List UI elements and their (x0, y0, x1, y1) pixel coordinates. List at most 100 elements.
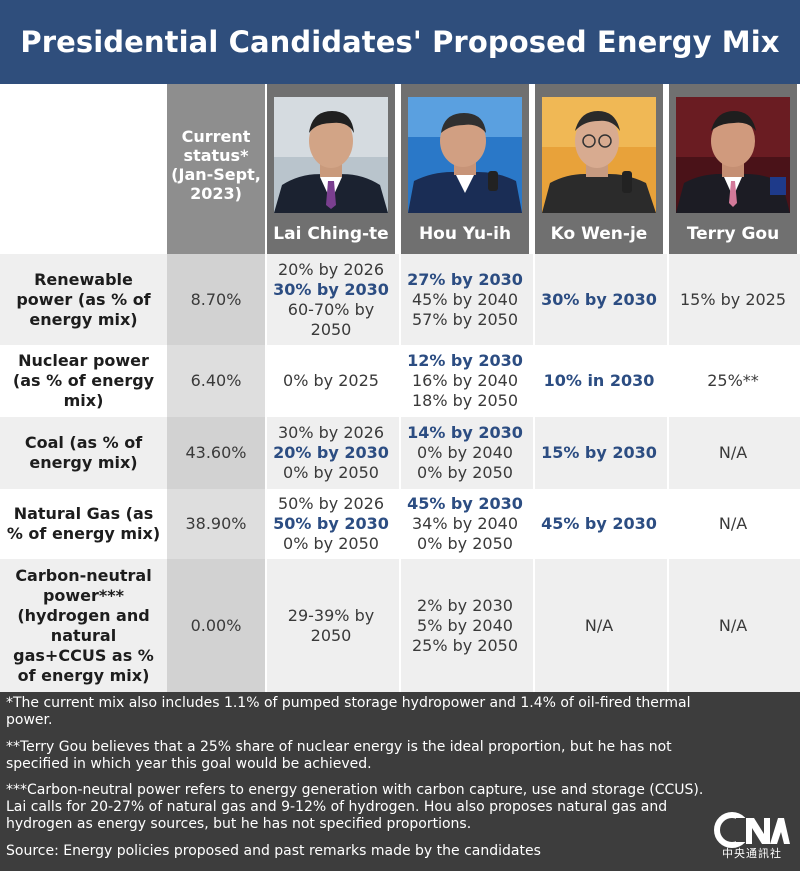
cell-lai: 0% by 2025 (267, 345, 395, 417)
candidate-name-hou: Hou Yu-ih (418, 224, 512, 244)
current-value: 8.70% (190, 289, 242, 309)
row-label-carbon-neutral: Carbon-neutral power*** (hydrogen and na… (13, 565, 154, 685)
cell-line: 18% by 2050 (411, 391, 519, 410)
cell-line: 34% by 2040 (411, 514, 519, 533)
cell-hou: 2% by 2030 5% by 2040 25% by 2050 (401, 559, 529, 692)
cell-line: 45% by 2030 (407, 494, 523, 513)
current-cell-bg (167, 345, 265, 417)
current-status-header: Current status* (Jan-Sept, 2023) (167, 84, 265, 254)
source-note: Source: Energy policies proposed and pas… (6, 843, 541, 859)
cell-line: N/A (584, 615, 614, 635)
cell-line: 10% in 2030 (543, 371, 655, 390)
cell-line: 30% by 2026 (277, 423, 385, 442)
cell-line: 25% by 2050 (411, 635, 519, 655)
candidate-name-ko: Ko Wen-je (550, 224, 648, 244)
cell-gou: N/A (669, 489, 797, 559)
candidate-photo-lai (274, 97, 388, 213)
cell-line: 29-39% by (287, 605, 375, 625)
cell-line: 0% by 2025 (283, 371, 379, 390)
current-cell-bg (167, 489, 265, 559)
current-value: 38.90% (185, 514, 247, 533)
candidate-header-lai: Lai Ching-te (267, 84, 395, 254)
cell-hou: 27% by 2030 45% by 2040 57% by 2050 (401, 254, 529, 345)
page-title: Presidential Candidates' Proposed Energy… (20, 25, 780, 59)
cell-ko: N/A (535, 559, 663, 692)
cell-ko: 30% by 2030 (535, 254, 663, 345)
cell-line: 45% by 2040 (411, 289, 519, 309)
title-bar: Presidential Candidates' Proposed Energy… (0, 0, 800, 84)
cell-line: 20% by 2030 (273, 443, 389, 462)
cell-line: 14% by 2030 (407, 423, 523, 442)
cell-line: 2% by 2030 (417, 595, 513, 615)
cell-lai: 50% by 2026 50% by 2030 0% by 2050 (267, 489, 395, 559)
cell-lai: 29-39% by 2050 (267, 559, 395, 692)
cell-line: 15% by 2030 (541, 443, 657, 462)
cell-line: 15% by 2025 (679, 289, 787, 309)
cell-line: 27% by 2030 (407, 269, 523, 289)
candidate-photo-hou (408, 97, 522, 213)
cell-lai: 20% by 2026 30% by 2030 60-70% by 2050 (267, 254, 395, 345)
cell-hou: 12% by 2030 16% by 2040 18% by 2050 (401, 345, 529, 417)
cell-line: 25%** (707, 371, 759, 390)
cell-line: 2050 (310, 625, 352, 645)
cell-line: 0% by 2050 (283, 463, 379, 482)
row-label-natural-gas: Natural Gas (as % of energy mix) (6, 504, 161, 543)
cell-line: 60-70% by (287, 299, 375, 319)
candidate-header-gou: Terry Gou (669, 84, 797, 254)
cell-hou: 14% by 2030 0% by 2040 0% by 2050 (401, 417, 529, 489)
column-divider (667, 84, 669, 692)
cell-gou: 25%** (669, 345, 797, 417)
cell-ko: 45% by 2030 (535, 489, 663, 559)
cell-line: 45% by 2030 (541, 514, 657, 533)
cell-line: 30% by 2030 (541, 289, 657, 309)
candidate-name-lai: Lai Ching-te (273, 224, 389, 244)
column-divider (265, 84, 267, 692)
cell-line: 0% by 2050 (283, 534, 379, 553)
column-divider (399, 84, 401, 692)
cell-line: N/A (718, 443, 748, 462)
cell-gou: 15% by 2025 (669, 254, 797, 345)
cell-line: N/A (718, 514, 748, 533)
cell-gou: N/A (669, 417, 797, 489)
cell-line: 16% by 2040 (411, 371, 519, 390)
cell-line: 12% by 2030 (407, 351, 523, 370)
footer-notes: *The current mix also includes 1.1% of p… (0, 692, 800, 871)
footnote-carbon-neutral: ***Carbon-neutral power refers to energy… (6, 782, 704, 832)
candidate-photo-ko (542, 97, 656, 213)
comparison-table: Current status* (Jan-Sept, 2023) Lai Chi… (0, 84, 800, 692)
cna-logo-text: 中央通訊社 (722, 847, 782, 860)
candidate-photo-gou (676, 97, 790, 213)
row-label-renewable: Renewable power (as % of energy mix) (16, 269, 151, 329)
footnote-current-mix: *The current mix also includes 1.1% of p… (6, 695, 691, 728)
cell-line: 50% by 2026 (277, 494, 385, 513)
cell-line: 0% by 2050 (417, 463, 513, 482)
cell-line: 57% by 2050 (411, 309, 519, 329)
candidate-name-gou: Terry Gou (686, 224, 780, 244)
cell-line: 5% by 2040 (417, 615, 513, 635)
cell-gou: N/A (669, 559, 797, 692)
candidate-header-ko: Ko Wen-je (535, 84, 663, 254)
cell-ko: 10% in 2030 (535, 345, 663, 417)
candidate-header-hou: Hou Yu-ih (401, 84, 529, 254)
cell-line: N/A (718, 615, 748, 635)
cell-line: 20% by 2026 (277, 259, 385, 279)
cell-line: 0% by 2050 (417, 534, 513, 553)
current-value: 6.40% (190, 371, 242, 390)
current-status-header-text: Current status* (Jan-Sept, 2023) (171, 127, 261, 203)
row-label-nuclear: Nuclear power (as % of energy mix) (12, 351, 155, 410)
cna-logo-icon (714, 812, 790, 848)
cell-lai: 30% by 2026 20% by 2030 0% by 2050 (267, 417, 395, 489)
row-label-coal: Coal (as % of energy mix) (24, 433, 143, 472)
cell-ko: 15% by 2030 (535, 417, 663, 489)
cell-line: 0% by 2040 (417, 443, 513, 462)
current-cell-bg (167, 417, 265, 489)
current-cell-bg (167, 254, 265, 345)
cell-line: 50% by 2030 (273, 514, 389, 533)
current-value: 43.60% (185, 443, 247, 462)
current-cell-bg (167, 559, 265, 692)
cell-hou: 45% by 2030 34% by 2040 0% by 2050 (401, 489, 529, 559)
column-divider (533, 84, 535, 692)
cell-line: 30% by 2030 (273, 279, 389, 299)
footnote-gou-nuclear: **Terry Gou believes that a 25% share of… (6, 739, 672, 772)
current-value: 0.00% (190, 615, 242, 635)
